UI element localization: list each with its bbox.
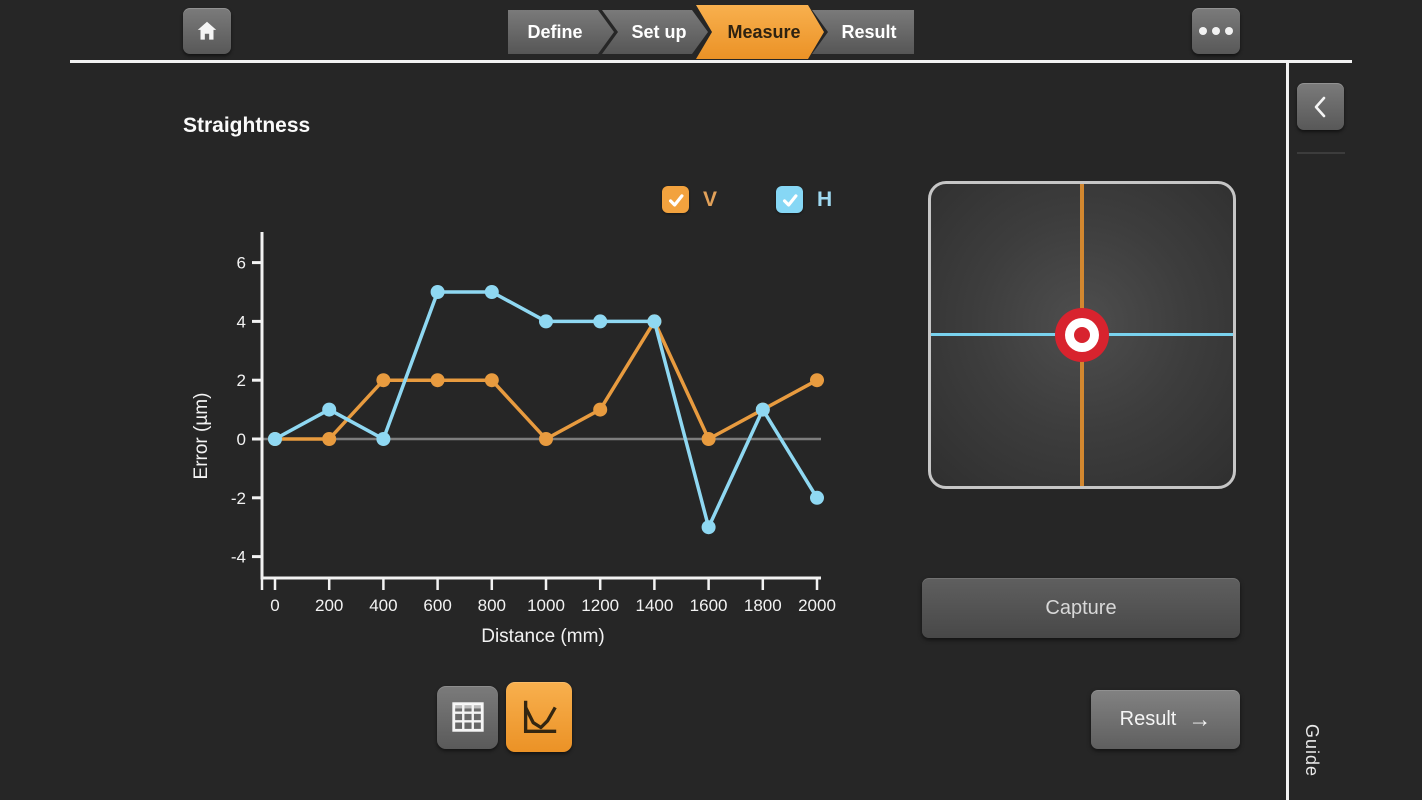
svg-text:600: 600 — [423, 596, 451, 615]
step-define-label: Define — [527, 21, 583, 42]
view-toggle — [437, 682, 572, 752]
menu-button[interactable] — [1192, 8, 1240, 54]
svg-text:1000: 1000 — [527, 596, 565, 615]
svg-text:2: 2 — [237, 371, 246, 390]
result-button-label: Result — [1119, 708, 1177, 730]
wizard-steps: Define Set up Measure Result — [508, 5, 914, 59]
step-measure-label: Measure — [727, 21, 801, 42]
page-title: Straightness — [183, 114, 311, 137]
legend-label-h: H — [817, 187, 833, 211]
legend-checkbox-h[interactable] — [776, 186, 804, 213]
topbar-divider — [70, 60, 1352, 63]
step-measure[interactable]: Measure — [696, 5, 824, 59]
laser-target-display — [928, 181, 1236, 489]
svg-text:1800: 1800 — [744, 596, 782, 615]
svg-text:1600: 1600 — [690, 596, 728, 615]
step-result-label: Result — [841, 21, 897, 42]
table-view-button[interactable] — [437, 685, 498, 749]
table-icon — [451, 702, 484, 732]
bullseye-icon — [1055, 308, 1109, 362]
svg-text:4: 4 — [237, 312, 246, 331]
guide-panel-separator — [1297, 152, 1345, 154]
step-define[interactable]: Define — [508, 10, 614, 54]
legend-label-v: V — [703, 187, 718, 211]
svg-text:200: 200 — [315, 596, 343, 615]
svg-text:0: 0 — [237, 430, 246, 449]
svg-text:-4: -4 — [231, 548, 246, 567]
straightness-chart: -4 -2 0 2 4 6 0 200 400 600 800 1000 1200 1400 1600 180… — [191, 232, 836, 647]
svg-text:400: 400 — [369, 596, 397, 615]
svg-text:2000: 2000 — [798, 596, 836, 615]
step-setup[interactable]: Set up — [602, 10, 708, 54]
home-button[interactable] — [183, 8, 231, 54]
step-setup-label: Set up — [631, 21, 687, 42]
svg-text:-2: -2 — [231, 489, 246, 508]
chart-icon — [523, 700, 557, 733]
chart-view-button[interactable] — [506, 682, 572, 752]
guide-panel-divider — [1286, 60, 1289, 800]
check-icon — [668, 193, 683, 207]
guide-tab[interactable]: Guide — [1302, 724, 1322, 778]
home-icon — [197, 21, 217, 40]
svg-text:800: 800 — [478, 596, 506, 615]
svg-text:1400: 1400 — [635, 596, 673, 615]
capture-button[interactable]: Capture — [922, 578, 1240, 638]
svg-text:Error (µm): Error (µm) — [191, 393, 212, 480]
check-icon — [782, 193, 798, 207]
step-result[interactable]: Result — [812, 10, 914, 54]
result-button[interactable]: Result → — [1091, 690, 1240, 749]
guide-collapse-button[interactable] — [1297, 83, 1344, 130]
svg-text:6: 6 — [237, 254, 246, 273]
svg-text:1200: 1200 — [581, 596, 619, 615]
chart-legend: V H — [662, 186, 832, 213]
chevron-left-icon — [1314, 96, 1325, 117]
svg-text:Distance (mm): Distance (mm) — [481, 626, 605, 647]
svg-text:0: 0 — [270, 596, 279, 615]
legend-checkbox-v[interactable] — [662, 186, 689, 213]
arrow-right-icon: → — [1188, 706, 1212, 732]
ellipsis-icon — [1199, 27, 1233, 35]
